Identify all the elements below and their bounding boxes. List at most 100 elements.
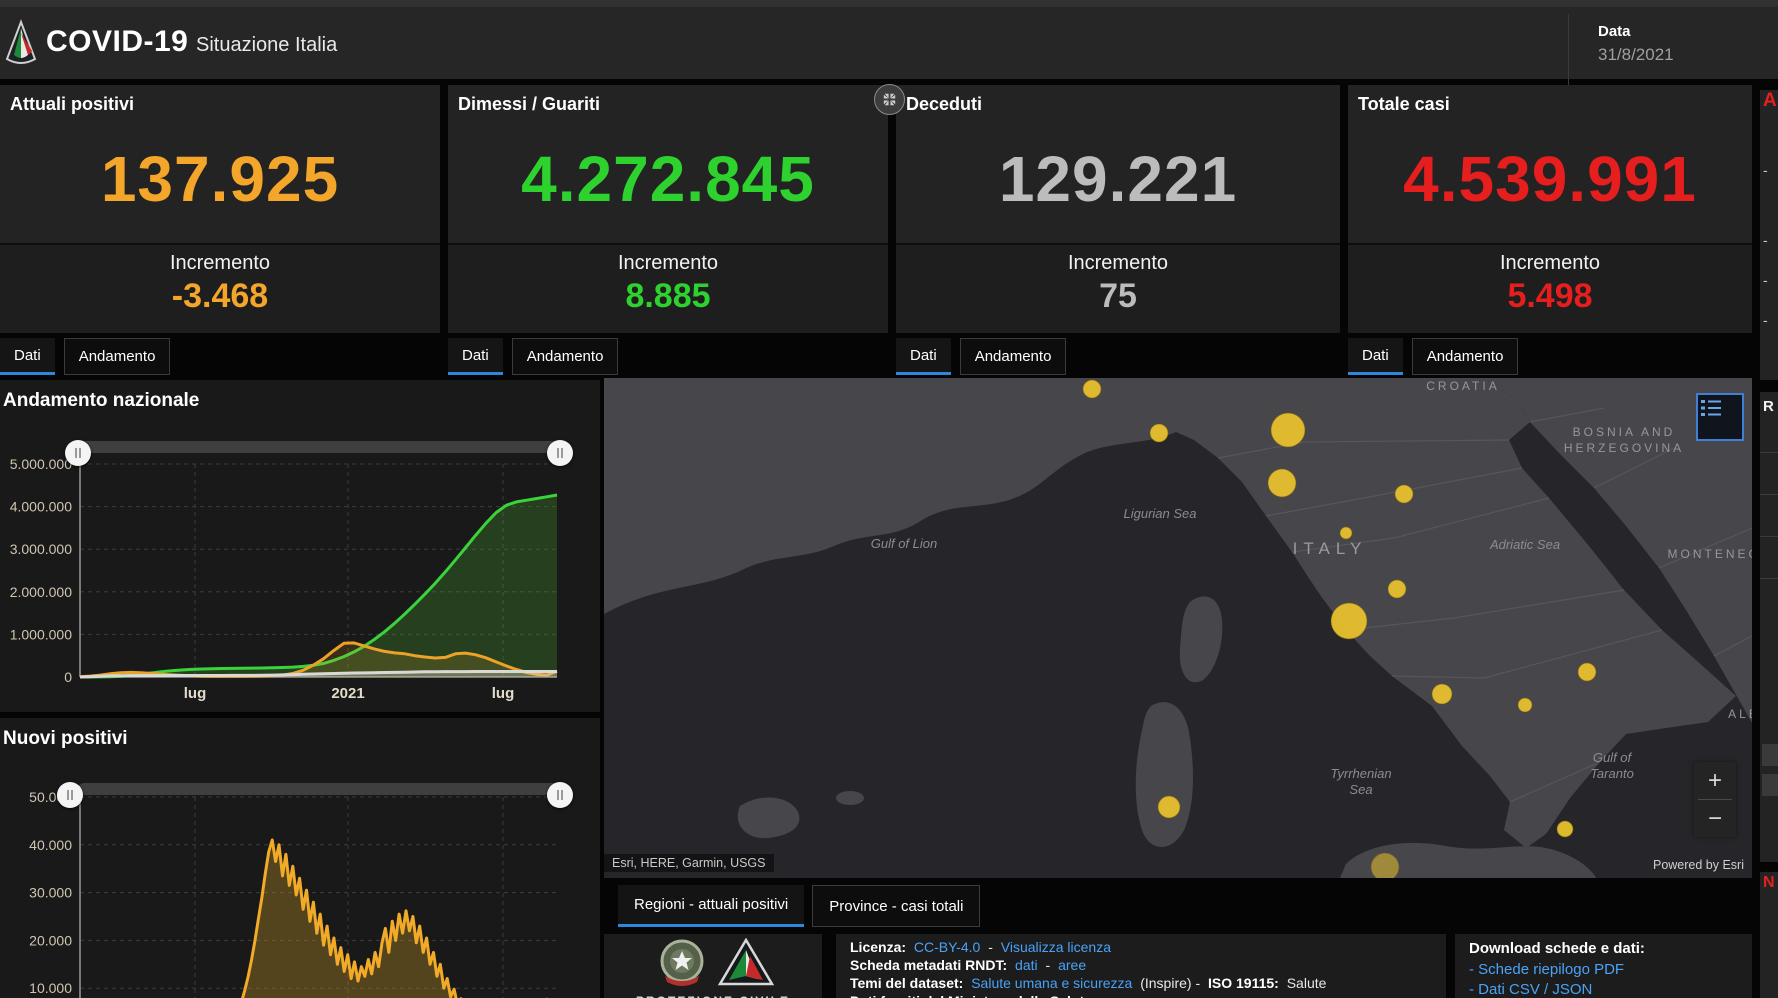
svg-text:2.000.000: 2.000.000 bbox=[10, 584, 72, 600]
map-borders bbox=[1217, 407, 1752, 803]
svg-text:40.000: 40.000 bbox=[29, 837, 72, 853]
stat-card-panel: Attuali positivi 137.925 Incremento -3.4… bbox=[0, 85, 440, 333]
stat-card: Deceduti 129.221 Incremento 75 Dati Anda… bbox=[896, 85, 1340, 377]
org-name: PROTEZIONE CIVILE bbox=[604, 994, 822, 998]
card-tabs: Dati Andamento bbox=[896, 338, 1067, 375]
stat-card-panel: Dimessi / Guariti 4.272.845 Incremento 8… bbox=[448, 85, 888, 333]
footer-info-panel: Licenza: CC-BY-4.0 - Visualizza licenza … bbox=[836, 934, 1446, 998]
tab-andamento[interactable]: Andamento bbox=[1411, 338, 1519, 375]
map-label: Gulf of Lion bbox=[871, 536, 938, 551]
map[interactable]: CROATIA BOSNIA AND HERZEGOVINA MONTENEGR ALB… bbox=[604, 378, 1752, 878]
svg-text:1.000.000: 1.000.000 bbox=[10, 626, 72, 642]
powered-by-esri: Powered by Esri bbox=[1652, 858, 1744, 872]
time-slider-handle-left[interactable] bbox=[65, 440, 91, 466]
time-slider-handle-right[interactable] bbox=[547, 782, 573, 808]
card-tabs: Dati Andamento bbox=[1348, 338, 1519, 375]
stat-card-panel: Deceduti 129.221 Incremento 75 bbox=[896, 85, 1340, 333]
region-bubble[interactable] bbox=[1330, 602, 1368, 640]
time-slider-track[interactable] bbox=[78, 783, 560, 795]
series-dimessi-guariti bbox=[80, 493, 558, 679]
tab-andamento[interactable]: Andamento bbox=[63, 338, 171, 375]
map-label: HERZEGOVINA bbox=[1564, 441, 1684, 455]
download-link[interactable]: - Dati CSV / JSON bbox=[1469, 981, 1593, 998]
region-bubble[interactable] bbox=[1267, 468, 1297, 498]
region-bubble[interactable] bbox=[1339, 526, 1353, 540]
svg-text:20.000: 20.000 bbox=[29, 932, 72, 948]
map-label: Ligurian Sea bbox=[1124, 506, 1197, 521]
map-label: Tyrrhenian bbox=[1330, 766, 1391, 781]
card-value: 4.539.991 bbox=[1403, 143, 1697, 215]
license-link[interactable]: CC-BY-4.0 bbox=[913, 939, 981, 955]
svg-text:10.000: 10.000 bbox=[29, 980, 72, 996]
map-label: Sea bbox=[1349, 782, 1372, 797]
region-bubble[interactable] bbox=[1577, 662, 1597, 682]
card-tabs: Dati Andamento bbox=[448, 338, 619, 375]
download-link[interactable]: - Schede riepilogo PDF bbox=[1469, 961, 1625, 978]
region-bubble[interactable] bbox=[1082, 379, 1102, 399]
series-attuali-positivi bbox=[79, 641, 558, 679]
time-slider-handle-left[interactable] bbox=[57, 782, 83, 808]
card-value: 129.221 bbox=[998, 143, 1238, 215]
map-attribution: Esri, HERE, Garmin, USGS bbox=[604, 854, 774, 872]
header: COVID-19 Situazione Italia Data 31/8/202… bbox=[0, 7, 1778, 86]
series-nuovi-positivi bbox=[241, 838, 548, 998]
legend-icon[interactable] bbox=[1696, 393, 1744, 441]
source-line: Dati forniti dal Ministero della Salute bbox=[850, 992, 1432, 998]
protezione-civile-logo-icon bbox=[5, 19, 37, 64]
license-line: Licenza: CC-BY-4.0 - Visualizza licenza bbox=[850, 938, 1432, 956]
card-increment: Incremento -3.468 bbox=[0, 243, 440, 333]
date-label: Data bbox=[1598, 23, 1631, 40]
protezione-civile-triangle-icon bbox=[718, 938, 775, 986]
region-bubble[interactable] bbox=[1149, 423, 1169, 443]
metadata-dati-link[interactable]: dati bbox=[1015, 957, 1038, 973]
zoom-out-button[interactable]: − bbox=[1707, 804, 1722, 832]
metadata-label: Scheda metadati RNDT: bbox=[850, 957, 1008, 973]
tab-andamento[interactable]: Andamento bbox=[959, 338, 1067, 375]
stat-card: Totale casi 4.539.991 Incremento 5.498 D… bbox=[1348, 85, 1752, 377]
card-title: Dimessi / Guariti bbox=[458, 94, 601, 114]
top-strip bbox=[0, 0, 1778, 7]
region-bubble[interactable] bbox=[1387, 579, 1407, 599]
zoom-in-button[interactable]: + bbox=[1707, 766, 1722, 794]
card-value: 137.925 bbox=[100, 143, 340, 215]
zoom-divider bbox=[1698, 799, 1732, 800]
metadata-aree-link[interactable]: aree bbox=[1058, 957, 1087, 973]
svg-text:lug: lug bbox=[184, 685, 207, 702]
tab-dati[interactable]: Dati bbox=[448, 338, 503, 375]
card-increment: Incremento 5.498 bbox=[1348, 243, 1752, 333]
region-bubble[interactable] bbox=[1370, 852, 1400, 878]
tab-dati[interactable]: Dati bbox=[896, 338, 951, 375]
themes-end: Salute bbox=[1286, 975, 1327, 991]
metadata-line: Scheda metadati RNDT: dati - aree bbox=[850, 956, 1432, 974]
region-bubble[interactable] bbox=[1431, 683, 1453, 705]
svg-text:lug: lug bbox=[492, 685, 515, 702]
map-tab-province[interactable]: Province - casi totali bbox=[812, 885, 981, 927]
chart-title: Andamento nazionale bbox=[3, 390, 200, 411]
increment-label: Incremento bbox=[1067, 252, 1169, 274]
region-bubble[interactable] bbox=[1157, 795, 1181, 819]
expand-icon[interactable] bbox=[874, 84, 905, 115]
time-slider-track[interactable] bbox=[78, 441, 560, 453]
view-license-link[interactable]: Visualizza licenza bbox=[1000, 939, 1112, 955]
region-bubble[interactable] bbox=[1270, 412, 1306, 448]
card-title: Deceduti bbox=[906, 94, 983, 114]
map-label: Taranto bbox=[1590, 766, 1634, 781]
tab-dati[interactable]: Dati bbox=[0, 338, 55, 375]
region-bubble[interactable] bbox=[1394, 484, 1414, 504]
tab-dati[interactable]: Dati bbox=[1348, 338, 1403, 375]
region-bubble[interactable] bbox=[1517, 697, 1533, 713]
map-label: Adriatic Sea bbox=[1489, 537, 1560, 552]
time-slider-handle-right[interactable] bbox=[547, 440, 573, 466]
svg-text:0: 0 bbox=[64, 669, 72, 685]
license-label: Licenza: bbox=[850, 939, 907, 955]
region-bubble[interactable] bbox=[1556, 820, 1574, 838]
increment-label: Incremento bbox=[169, 252, 271, 274]
tab-andamento[interactable]: Andamento bbox=[511, 338, 619, 375]
card-title: Attuali positivi bbox=[10, 94, 135, 114]
separator: - bbox=[1045, 957, 1051, 973]
map-tab-regioni[interactable]: Regioni - attuali positivi bbox=[618, 885, 805, 927]
map-zoom-control: + − bbox=[1694, 762, 1736, 837]
themes-link[interactable]: Salute umana e sicurezza bbox=[971, 975, 1133, 991]
